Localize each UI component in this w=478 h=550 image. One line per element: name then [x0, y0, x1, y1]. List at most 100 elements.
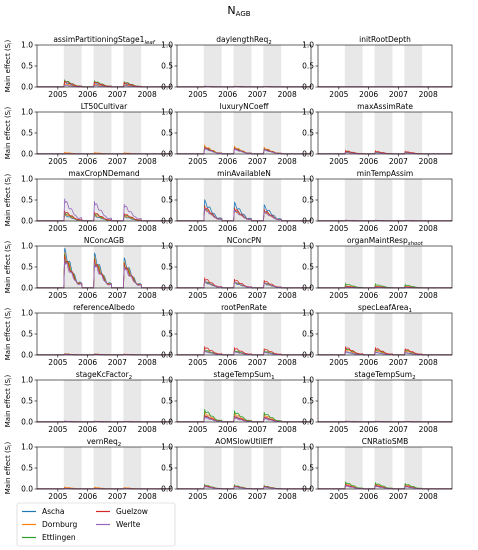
season-shading: [123, 112, 142, 154]
y-axis-label: Main effect (Si): [4, 441, 14, 494]
y-tick-label: 0.0: [21, 485, 33, 494]
season-shading: [374, 313, 393, 355]
y-tick-label: 0.0: [161, 485, 173, 494]
y-tick-label: 1.0: [161, 108, 173, 117]
x-tick-label: 2006: [78, 157, 97, 166]
y-tick-label: 0.0: [21, 83, 33, 92]
season-shading: [63, 447, 82, 489]
y-axis-label: Main effect (Si): [4, 240, 14, 293]
panel-title: referenceAlbedo: [73, 303, 135, 312]
x-tick-label: 2008: [419, 224, 438, 233]
legend-label-ettlingen: Ettlingen: [42, 533, 76, 542]
season-shading: [93, 179, 112, 221]
x-tick-label: 2007: [108, 358, 127, 367]
legend-label-dornburg: Dornburg: [42, 520, 78, 529]
y-tick-label: 1.0: [21, 41, 33, 50]
season-shading: [63, 45, 82, 87]
x-tick-label: 2008: [419, 291, 438, 300]
legend-label-werlte: Werlte: [116, 520, 141, 529]
panel-title: stageTempSum2: [354, 370, 415, 381]
x-tick-label: 2008: [278, 291, 297, 300]
x-tick-label: 2007: [389, 90, 408, 99]
y-tick-label: 0.0: [161, 351, 173, 360]
panel-title: organMaintRespshoot: [347, 236, 424, 247]
panel-title: luxuryNCoeff: [220, 102, 270, 111]
y-axis-label: Main effect (Si): [4, 307, 14, 360]
panel-11: 2005 2006 2007 2008 0.0 0.5 1.0 NConcPN: [161, 236, 312, 300]
x-tick-label: 2008: [278, 157, 297, 166]
panel-4: 2005 2006 2007 2008 0.0 0.5 1.0 LT50Cultivar: [21, 102, 172, 166]
panel-6: 2005 2006 2007 2008 0.0 0.5 1.0 maxAssimRate: [302, 102, 453, 166]
season-shading: [203, 45, 222, 87]
x-tick-label: 2007: [389, 425, 408, 434]
y-tick-label: 0.5: [161, 464, 173, 473]
x-tick-label: 2006: [359, 291, 378, 300]
x-tick-label: 2007: [389, 157, 408, 166]
panel-grid: 2005 2006 2007 2008 0.0 0.5 1.0 assimPartitioni…: [21, 35, 453, 501]
panel-title: specLeafArea1: [358, 303, 412, 314]
x-tick-label: 2007: [389, 358, 408, 367]
y-tick-label: 0.0: [302, 83, 314, 92]
season-shading: [63, 246, 82, 288]
y-tick-label: 1.0: [21, 309, 33, 318]
season-shading: [344, 313, 363, 355]
x-tick-label: 2007: [108, 157, 127, 166]
x-tick-label: 2006: [359, 358, 378, 367]
y-tick-label: 0.5: [302, 129, 314, 138]
x-tick-label: 2005: [188, 291, 207, 300]
panel-title: initRootDepth: [359, 35, 411, 44]
season-shading: [374, 179, 393, 221]
y-tick-label: 0.5: [21, 62, 33, 71]
panel-21: 2005 2006 2007 2008 0.0 0.5 1.0 CNRatioSMB: [302, 437, 453, 501]
season-shading: [263, 246, 282, 288]
season-shading: [374, 380, 393, 422]
season-shading: [63, 112, 82, 154]
season-shading: [233, 246, 252, 288]
x-tick-label: 2005: [48, 157, 67, 166]
y-tick-label: 0.5: [161, 62, 173, 71]
y-tick-label: 1.0: [302, 443, 314, 452]
y-tick-label: 0.5: [161, 330, 173, 339]
season-shading: [344, 447, 363, 489]
season-shading: [203, 313, 222, 355]
season-shading: [344, 45, 363, 87]
season-shading: [233, 447, 252, 489]
x-tick-label: 2006: [218, 157, 237, 166]
season-shading: [404, 179, 423, 221]
y-tick-label: 0.0: [302, 351, 314, 360]
y-tick-label: 0.0: [302, 284, 314, 293]
season-shading: [93, 380, 112, 422]
y-tick-label: 0.0: [161, 83, 173, 92]
panel-20: 2005 2006 2007 2008 0.0 0.5 1.0 AOMSlowUtilEff: [161, 437, 312, 501]
season-shading: [93, 112, 112, 154]
season-shading: [93, 447, 112, 489]
y-tick-label: 0.0: [161, 418, 173, 427]
panel-3: 2005 2006 2007 2008 0.0 0.5 1.0 initRootDepth: [302, 35, 453, 99]
y-tick-label: 0.5: [161, 397, 173, 406]
season-shading: [93, 313, 112, 355]
panel-12: 2005 2006 2007 2008 0.0 0.5 1.0 organMaintResps…: [302, 236, 453, 300]
season-shading: [233, 313, 252, 355]
y-axis-label: Main effect (Si): [4, 106, 14, 159]
y-tick-label: 1.0: [161, 443, 173, 452]
panel-title: assimPartitioningStage1leaf: [53, 35, 155, 46]
x-tick-label: 2005: [48, 492, 67, 501]
x-tick-label: 2006: [218, 90, 237, 99]
y-tick-label: 0.5: [302, 196, 314, 205]
y-tick-label: 0.0: [21, 351, 33, 360]
y-tick-label: 0.5: [302, 397, 314, 406]
season-shading: [203, 112, 222, 154]
season-shading: [263, 447, 282, 489]
y-tick-label: 0.5: [302, 62, 314, 71]
x-tick-label: 2006: [359, 224, 378, 233]
panel-title: rootPenRate: [221, 303, 267, 312]
x-tick-label: 2008: [278, 224, 297, 233]
x-tick-label: 2007: [108, 224, 127, 233]
panel-title: LT50Cultivar: [81, 102, 128, 111]
y-tick-label: 0.0: [161, 284, 173, 293]
season-shading: [233, 112, 252, 154]
season-shading: [63, 179, 82, 221]
x-tick-label: 2008: [278, 90, 297, 99]
y-tick-label: 0.0: [302, 217, 314, 226]
season-shading: [233, 380, 252, 422]
